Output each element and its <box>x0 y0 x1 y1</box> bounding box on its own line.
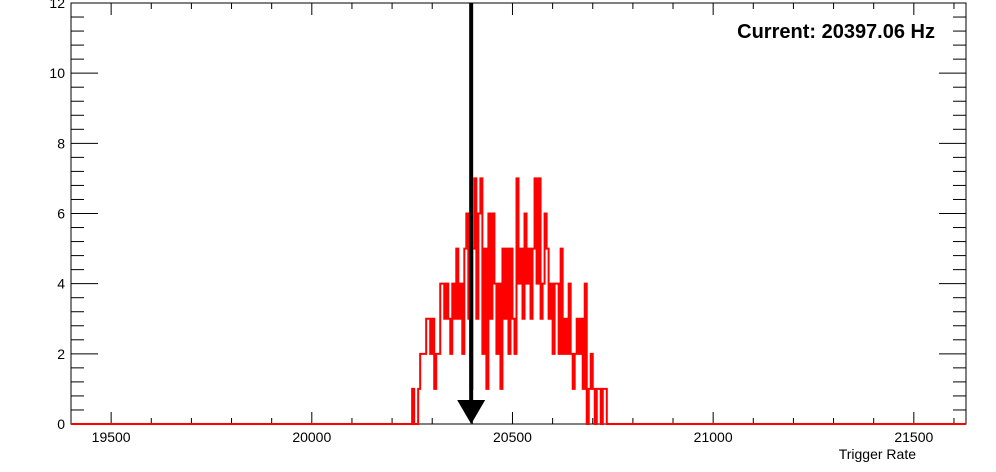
y-tick-label: 12 <box>49 0 65 11</box>
y-tick-label: 2 <box>57 346 65 362</box>
x-tick-label: 21500 <box>894 429 933 445</box>
current-rate-arrow-head <box>457 400 486 424</box>
x-axis-label: Trigger Rate <box>839 446 917 462</box>
histogram-series <box>71 177 966 425</box>
x-tick-label: 21000 <box>694 429 733 445</box>
y-tick-label: 6 <box>57 206 65 222</box>
x-tick-label: 20500 <box>493 429 532 445</box>
x-tick-label: 19500 <box>92 429 131 445</box>
y-tick-label: 10 <box>49 65 65 81</box>
tick-labels: 0 2 4 6 8 10 12 19500 20000 20500 21000 21500 <box>49 0 933 445</box>
y-tick-label: 4 <box>57 276 65 292</box>
x-tick-label: 20000 <box>292 429 331 445</box>
current-rate-annotation: Current: 20397.06 Hz <box>737 21 935 43</box>
y-tick-label: 0 <box>57 416 65 432</box>
y-tick-label: 8 <box>57 135 65 151</box>
axis-ticks <box>70 2 966 425</box>
